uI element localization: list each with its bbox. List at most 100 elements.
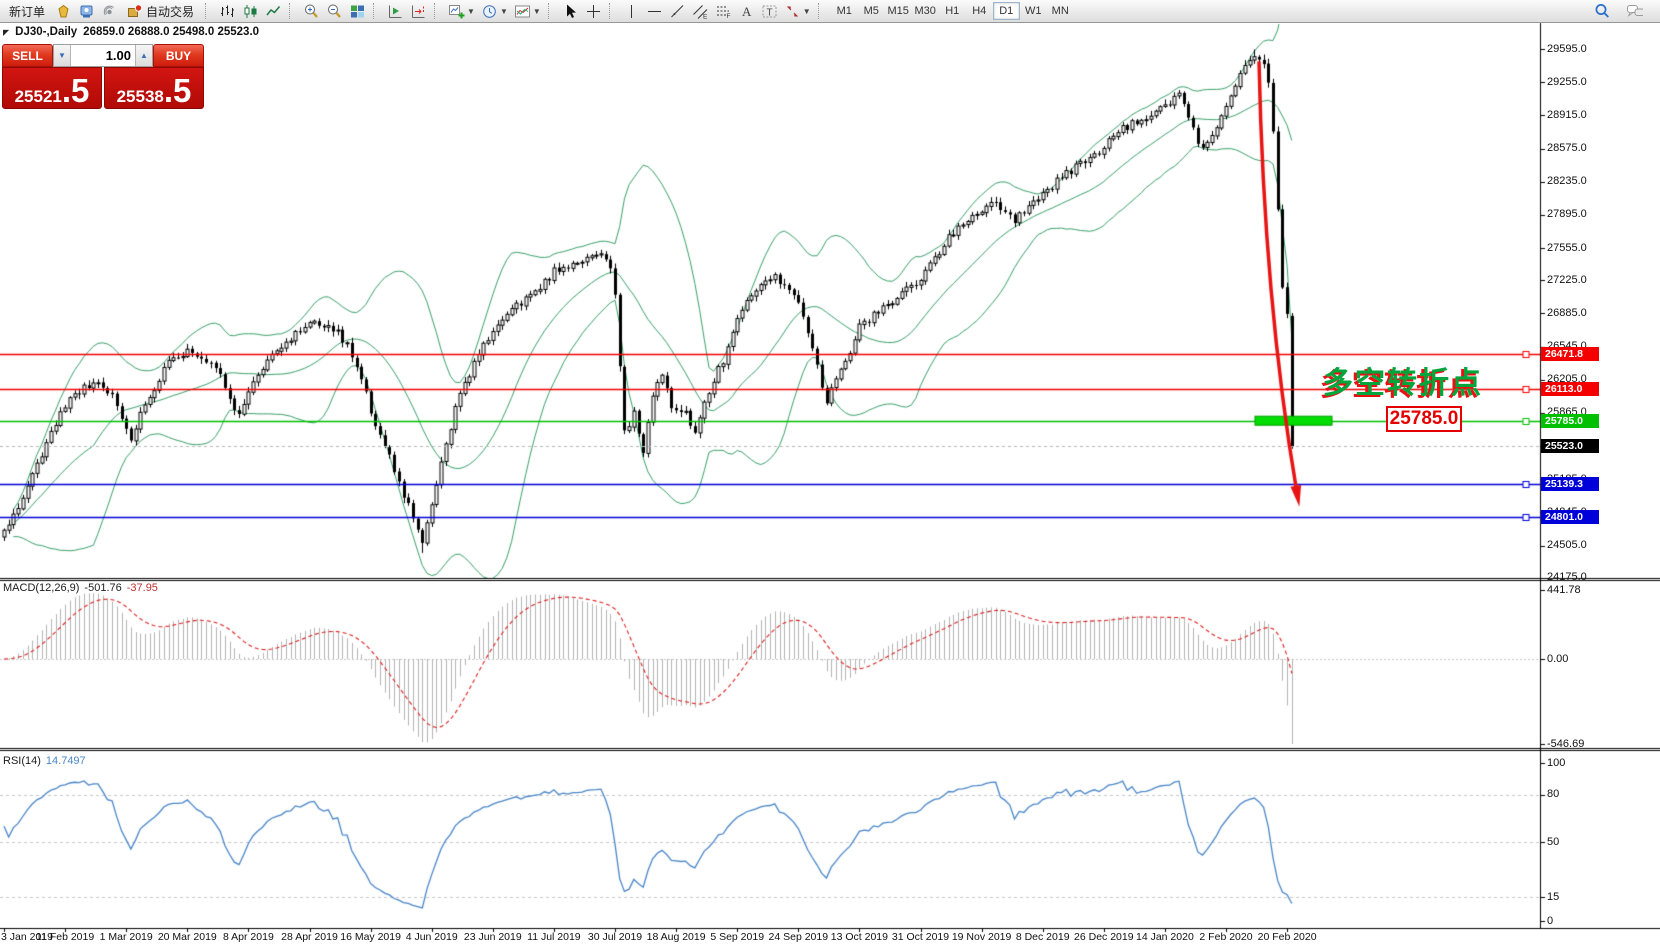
toolbar-separator — [608, 3, 616, 19]
date-label: 28 Apr 2019 — [281, 931, 338, 943]
candlestick-chart-button[interactable] — [240, 1, 261, 21]
chart-title: ◤ DJ30-,Daily 26859.0 26888.0 25498.0 25… — [3, 26, 259, 38]
timeframe-m1[interactable]: M1 — [836, 5, 852, 17]
rsi-axis-label: 80 — [1547, 788, 1560, 801]
market-watch-button[interactable] — [53, 1, 74, 21]
level-price-label[interactable]: 25139.3 — [1541, 476, 1599, 491]
bar-chart-button[interactable] — [217, 1, 238, 21]
price-tick-label: 28575.0 — [1547, 142, 1587, 154]
date-label: 20 Mar 2019 — [157, 931, 217, 943]
dropdown-arrow-icon: ▼ — [467, 6, 475, 16]
timeframe-m30[interactable]: M30 — [914, 5, 936, 17]
tile-windows-icon — [349, 3, 366, 20]
timeframe-m15[interactable]: M15 — [887, 5, 909, 17]
text-button[interactable]: A — [736, 1, 757, 21]
rsi-name: RSI(14) — [3, 755, 41, 767]
signals-button[interactable] — [99, 1, 120, 21]
price-tick-label: 28915.0 — [1547, 108, 1587, 121]
vertical-line-button[interactable] — [621, 1, 642, 21]
rsi-axis-label: 15 — [1547, 890, 1560, 903]
rsi-axis-label: 100 — [1547, 756, 1566, 769]
macd-axis-label: 0.00 — [1547, 652, 1569, 665]
channel-button[interactable]: E — [690, 1, 711, 21]
sell-price-button[interactable]: 25521 .5 — [2, 67, 102, 109]
macd-name: MACD(12,26,9) — [3, 582, 80, 594]
clock-icon — [481, 3, 498, 20]
collapse-panel-icon[interactable]: ◤ — [3, 27, 10, 37]
rsi-axis-label: 50 — [1547, 835, 1560, 848]
svg-text:E: E — [703, 13, 708, 20]
macd-axis-label: -546.69 — [1547, 737, 1585, 750]
volume-increase-button[interactable]: ▲ — [135, 45, 152, 66]
date-label: 11 Feb 2019 — [36, 931, 95, 943]
text-icon: A — [738, 3, 755, 20]
level-price-label[interactable]: 26113.0 — [1541, 381, 1599, 396]
chat-button[interactable] — [1624, 1, 1645, 21]
one-click-trading-panel: SELL ▼ ▲ BUY 25521 .5 25538 .5 — [2, 44, 204, 109]
timeframe-m5[interactable]: M5 — [863, 5, 879, 17]
indicators-button[interactable]: ▼ — [512, 1, 543, 21]
price-tick-label: 27225.0 — [1547, 273, 1587, 286]
signals-icon — [101, 3, 118, 20]
profiles-button[interactable]: ▼ — [479, 1, 510, 21]
svg-text:A: A — [742, 4, 752, 19]
trendline-icon — [669, 3, 686, 20]
dropdown-arrow-icon: ▼ — [532, 6, 541, 16]
annotation-shadow: 多空转折点 — [1320, 369, 1480, 402]
sell-button[interactable]: SELL — [2, 44, 53, 67]
zoom-out-button[interactable] — [324, 1, 345, 21]
arrows-button[interactable]: ▼ — [782, 1, 813, 21]
text-label-button[interactable]: T — [759, 1, 780, 21]
search-button[interactable] — [1591, 1, 1612, 21]
buy-price-main: 25538 — [116, 87, 164, 106]
fibonacci-button[interactable]: F — [713, 1, 734, 21]
horizontal-line-button[interactable] — [644, 1, 665, 21]
timeframe-w1[interactable]: W1 — [1024, 5, 1042, 17]
candlestick-icon — [242, 3, 259, 20]
toolbar-separator — [547, 3, 555, 19]
terminal-button[interactable] — [76, 1, 97, 21]
auto-scroll-button[interactable] — [385, 1, 406, 21]
new-chart-button[interactable]: ▼ — [446, 1, 477, 21]
chart-shift-button[interactable] — [408, 1, 429, 21]
cursor-button[interactable] — [560, 1, 581, 21]
new-order-button[interactable]: 新订单 — [5, 1, 51, 21]
line-chart-button[interactable] — [263, 1, 284, 21]
turning-point-price-box[interactable]: 25785.0 — [1386, 406, 1462, 432]
level-price-label[interactable]: 24801.0 — [1541, 509, 1599, 524]
rsi-axis-label: 0 — [1547, 914, 1554, 927]
buy-price-fraction: .5 — [163, 72, 192, 109]
ohlc-values: 26859.0 26888.0 25498.0 25523.0 — [83, 26, 260, 38]
price-tick-label: 29595.0 — [1547, 42, 1587, 55]
level-price-label[interactable]: 26471.8 — [1541, 346, 1599, 361]
trendline-button[interactable] — [667, 1, 688, 21]
autotrading-button-label: 自动交易 — [146, 4, 195, 19]
timeframe-d1[interactable]: D1 — [992, 2, 1020, 20]
tile-windows-button[interactable] — [347, 1, 368, 21]
date-label: 16 May 2019 — [340, 931, 401, 943]
crosshair-button[interactable] — [583, 1, 604, 21]
rsi-label: RSI(14) 14.7497 — [3, 755, 86, 767]
buy-button[interactable]: BUY — [153, 44, 204, 67]
toolbar-separator — [205, 3, 212, 19]
timeframe-mn[interactable]: MN — [1051, 5, 1069, 17]
crosshair-icon — [585, 3, 602, 20]
date-label: 13 Oct 2019 — [830, 931, 888, 943]
buy-price-button[interactable]: 25538 .5 — [104, 67, 204, 109]
level-price-label[interactable]: 25785.0 — [1541, 413, 1599, 428]
timeframe-h1[interactable]: H1 — [945, 5, 960, 17]
autotrading-button[interactable]: 自动交易 — [122, 1, 200, 21]
volume-decrease-button[interactable]: ▼ — [54, 45, 71, 66]
annotation-text[interactable]: 多空转折点 多空转折点 — [1320, 358, 1483, 402]
zoom-in-button[interactable] — [301, 1, 322, 21]
search-icon — [1593, 3, 1610, 20]
volume-input[interactable] — [71, 45, 135, 66]
toolbar-separator — [373, 3, 380, 19]
timeframe-h4[interactable]: H4 — [972, 5, 987, 17]
chat-icon — [1626, 3, 1643, 20]
new-order-button-label: 新订单 — [9, 4, 46, 19]
zoom-in-icon — [303, 3, 320, 20]
date-label: 3 Jan 2019 — [1, 931, 53, 943]
vertical-line-icon — [623, 3, 640, 20]
